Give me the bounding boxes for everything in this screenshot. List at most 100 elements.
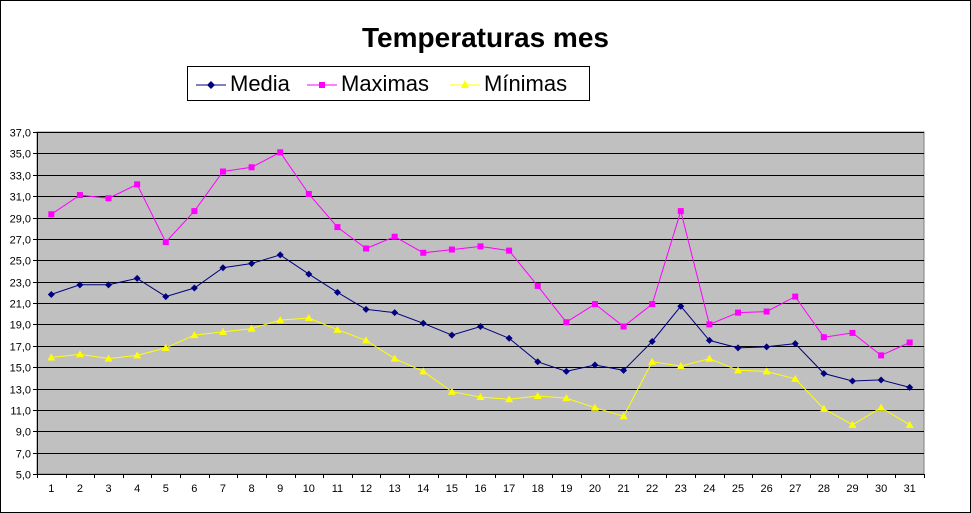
x-tick-label: 6 [191, 483, 197, 495]
data-point-maximas [448, 246, 455, 253]
data-point-minimas [362, 336, 371, 344]
data-point-maximas [162, 239, 169, 246]
y-tick-label: 25,0 [10, 256, 31, 268]
data-point-maximas [305, 190, 312, 197]
data-point-maximas [191, 208, 198, 215]
y-tick-label: 19,0 [10, 320, 31, 332]
data-point-maximas [105, 195, 112, 202]
data-point-maximas [563, 319, 570, 326]
data-point-maximas [534, 282, 541, 289]
data-point-media [391, 309, 399, 317]
data-point-maximas [277, 149, 284, 156]
data-point-minimas [75, 350, 84, 358]
data-point-minimas [133, 351, 142, 359]
data-point-maximas [391, 233, 398, 240]
x-tick-label: 28 [818, 483, 830, 495]
data-point-minimas [161, 343, 170, 351]
x-tick-label: 9 [277, 483, 283, 495]
y-tick-label: 13,0 [10, 385, 31, 397]
data-point-maximas [477, 243, 484, 250]
x-tick-label: 3 [105, 483, 111, 495]
data-point-media [248, 259, 256, 267]
data-point-minimas [848, 420, 857, 428]
legend-label-minimas: Mínimas [484, 71, 568, 96]
data-point-media [820, 370, 828, 378]
data-point-minimas [819, 404, 828, 412]
data-point-minimas [705, 354, 714, 362]
x-tick-label: 16 [474, 483, 486, 495]
x-tick-label: 7 [220, 483, 226, 495]
x-tick-label: 11 [332, 483, 343, 495]
data-point-media [591, 361, 599, 369]
data-point-minimas [533, 391, 542, 399]
y-tick-label: 11,0 [10, 406, 31, 418]
data-point-media [333, 288, 341, 296]
x-tick-label: 22 [646, 483, 658, 495]
data-point-maximas [792, 293, 799, 300]
x-tick-label: 4 [134, 483, 140, 495]
legend-marker-minimas [450, 80, 480, 88]
x-tick-label: 8 [249, 483, 255, 495]
y-tick-label: 29,0 [10, 214, 31, 226]
y-tick-label: 7,0 [16, 449, 31, 461]
data-point-minimas [562, 394, 571, 402]
y-tick-label: 15,0 [10, 363, 31, 375]
y-tick-label: 9,0 [16, 427, 31, 439]
data-point-media [162, 293, 170, 301]
data-point-maximas [219, 168, 226, 175]
data-point-minimas [648, 357, 657, 365]
data-point-minimas [419, 367, 428, 375]
data-point-minimas [476, 393, 485, 401]
data-point-maximas [334, 224, 341, 231]
data-point-minimas [390, 354, 399, 362]
data-point-media [505, 334, 513, 342]
data-point-maximas [420, 249, 427, 256]
data-point-media [620, 366, 628, 374]
x-tick-label: 21 [617, 483, 629, 495]
data-point-media [705, 336, 713, 344]
data-point-media [276, 251, 284, 259]
x-tick-label: 26 [761, 483, 773, 495]
data-point-media [477, 323, 484, 331]
x-tick-label: 14 [417, 483, 429, 495]
chart-title: Temperaturas mes [362, 22, 609, 53]
x-tick-label: 15 [446, 483, 458, 495]
x-tick-label: 5 [163, 483, 169, 495]
data-point-media [791, 340, 799, 348]
data-point-minimas [905, 420, 914, 428]
data-point-minimas [734, 366, 743, 374]
data-point-maximas [735, 309, 742, 316]
x-tick-label: 10 [303, 483, 315, 495]
data-point-media [648, 337, 656, 345]
data-point-media [877, 376, 885, 384]
data-point-media [419, 319, 427, 327]
data-point-media [562, 367, 570, 375]
data-point-media [448, 331, 456, 339]
chart-legend: Media Maximas Mínimas [187, 66, 590, 101]
data-point-minimas [791, 374, 800, 382]
data-point-media [362, 305, 370, 313]
y-tick-label: 31,0 [10, 192, 31, 204]
y-tick-label: 23,0 [10, 278, 31, 290]
data-point-minimas [333, 325, 342, 333]
x-tick-label: 24 [703, 483, 715, 495]
data-point-minimas [676, 362, 685, 370]
data-point-media [305, 270, 313, 278]
data-point-maximas [677, 208, 684, 215]
data-point-media [677, 302, 685, 310]
data-point-maximas [849, 329, 856, 336]
x-tick-label: 23 [675, 483, 687, 495]
legend-label-media: Media [230, 71, 290, 96]
data-point-media [906, 383, 914, 391]
x-tick-label: 20 [589, 483, 601, 495]
data-point-maximas [763, 308, 770, 315]
data-point-media [133, 274, 141, 282]
data-point-minimas [247, 324, 256, 332]
data-point-minimas [877, 403, 886, 411]
data-point-minimas [104, 354, 113, 362]
x-tick-label: 31 [904, 483, 916, 495]
x-tick-label: 2 [77, 483, 83, 495]
data-point-media [848, 377, 856, 385]
data-point-maximas [76, 192, 83, 199]
y-tick-label: 27,0 [10, 235, 31, 247]
